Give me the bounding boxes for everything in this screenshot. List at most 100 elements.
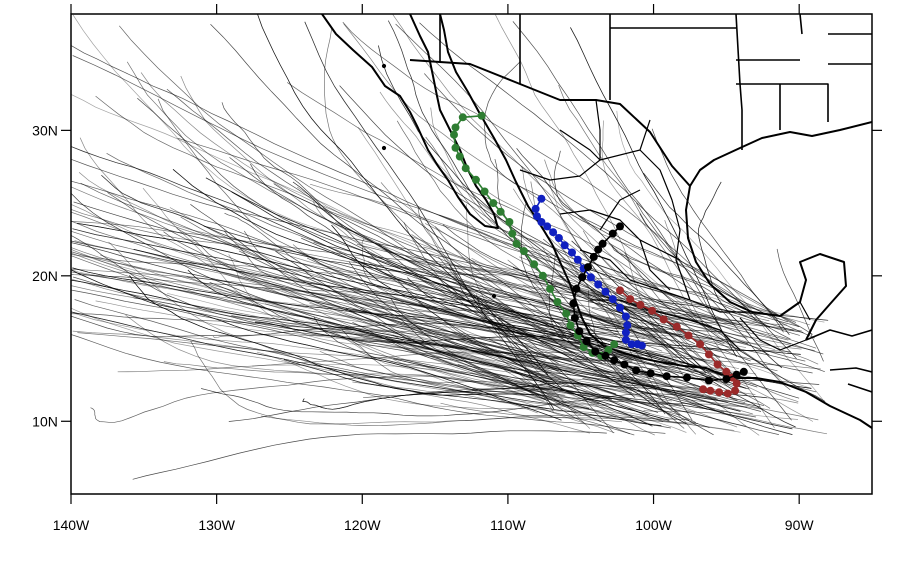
- track-point: [530, 260, 539, 269]
- track-point: [739, 367, 748, 376]
- storm-track: [129, 275, 541, 396]
- track-point: [591, 347, 600, 356]
- storm-track: [548, 249, 738, 402]
- storm-track: [205, 177, 687, 425]
- track-point: [610, 340, 619, 349]
- track-point: [578, 273, 587, 282]
- track-point: [572, 284, 581, 293]
- storm-track: [252, 364, 545, 387]
- storm-track: [243, 230, 564, 400]
- storm-track: [495, 14, 685, 379]
- storm-track: [187, 269, 563, 372]
- storm-track: [643, 172, 790, 336]
- track-point: [575, 327, 584, 336]
- storm-track: [224, 212, 584, 423]
- storm-track: [430, 107, 748, 396]
- track-point: [621, 312, 630, 321]
- track-point: [616, 286, 624, 295]
- storm-track: [548, 249, 738, 402]
- storm-track: [423, 246, 787, 326]
- storm-track: [71, 279, 741, 412]
- track-point: [621, 328, 630, 337]
- track-point: [715, 388, 724, 397]
- storm-track: [466, 273, 792, 345]
- storm-track: [100, 254, 734, 398]
- storm-track: [570, 261, 825, 323]
- axis-tick-labels: 140W 130W 120W 110W 100W 90W 10N 20N 30N: [32, 122, 814, 533]
- storm-track: [570, 27, 737, 357]
- storm-track: [255, 321, 801, 355]
- track-point: [704, 376, 713, 385]
- track-point: [620, 360, 629, 369]
- track-point: [732, 379, 741, 388]
- storm-track: [203, 225, 590, 325]
- storm-track: [512, 21, 792, 421]
- lon-tick-label: 130W: [198, 517, 235, 533]
- storm-track: [71, 242, 562, 359]
- highlighted-track: [531, 194, 646, 350]
- storm-track: [157, 98, 708, 410]
- storm-track: [73, 201, 636, 352]
- storm-track: [106, 152, 585, 345]
- storm-track: [636, 202, 791, 391]
- track-point: [586, 273, 595, 282]
- storm-track: [590, 260, 734, 325]
- storm-track: [71, 211, 819, 421]
- lon-tick-label: 90W: [785, 517, 815, 533]
- storm-track: [71, 158, 713, 327]
- storm-track: [90, 375, 560, 423]
- track-point: [608, 229, 617, 238]
- storm-track: [483, 61, 791, 340]
- storm-track: [133, 248, 619, 333]
- storm-track: [172, 169, 635, 361]
- track-point: [496, 207, 505, 216]
- storm-track: [74, 240, 574, 343]
- storm-track: [71, 192, 554, 381]
- storm-track: [119, 25, 738, 400]
- storm-track: [262, 287, 672, 388]
- storm-track: [417, 205, 539, 356]
- storm-track: [71, 254, 674, 346]
- storm-track: [460, 338, 793, 430]
- storm-track: [356, 243, 735, 352]
- storm-track: [324, 28, 607, 363]
- storm-track: [488, 192, 683, 336]
- track-point: [569, 299, 578, 308]
- storm-track: [418, 301, 550, 384]
- track-point: [601, 351, 610, 360]
- track-point: [662, 372, 671, 381]
- track-point: [646, 369, 655, 378]
- track-point: [696, 340, 705, 349]
- lat-tick-label: 30N: [32, 122, 58, 138]
- track-point: [636, 300, 645, 309]
- baja-california-coast: [321, 14, 499, 229]
- storm-track: [434, 160, 709, 386]
- background-storm-tracks: [71, 14, 829, 480]
- track-point: [637, 341, 646, 350]
- storm-track: [117, 351, 821, 373]
- track-point: [648, 306, 657, 315]
- storm-track: [323, 324, 667, 384]
- storm-track: [71, 220, 721, 365]
- storm-track: [639, 213, 797, 360]
- track-point: [508, 229, 517, 238]
- track-point: [458, 113, 467, 122]
- storm-track: [516, 148, 826, 402]
- track-point: [477, 111, 486, 120]
- storm-track: [71, 269, 562, 421]
- storm-track: [395, 23, 693, 421]
- storm-track: [309, 303, 747, 348]
- storm-track: [523, 371, 799, 404]
- storm-track: [322, 269, 722, 388]
- track-point: [570, 314, 579, 322]
- track-point: [616, 222, 624, 231]
- storm-track: [350, 256, 800, 399]
- track-point: [568, 248, 576, 257]
- storm-track: [78, 172, 633, 362]
- storm-track: [331, 224, 747, 389]
- track-point: [461, 164, 470, 173]
- track-point: [621, 335, 630, 344]
- track-point: [489, 199, 498, 208]
- track-point: [566, 321, 575, 330]
- storm-track: [71, 94, 622, 328]
